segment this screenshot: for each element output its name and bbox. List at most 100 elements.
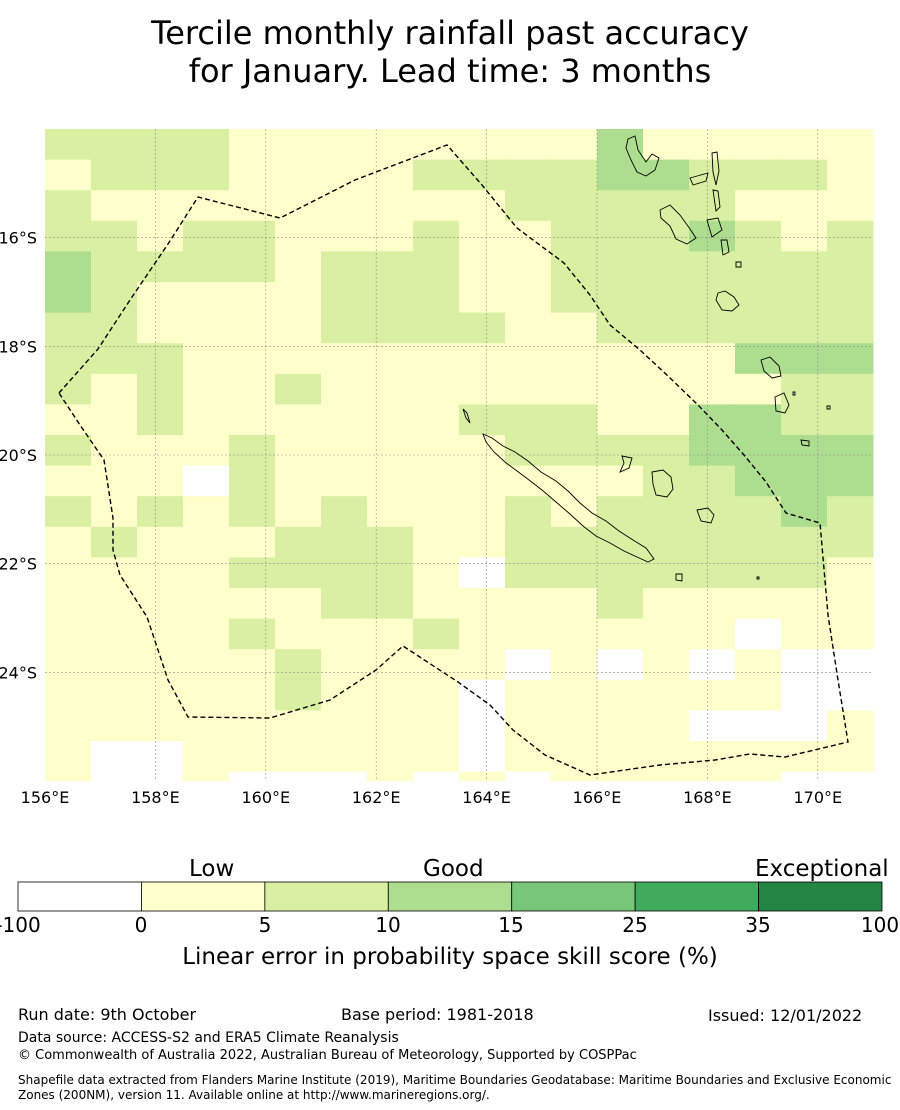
skill-cell: [367, 771, 414, 781]
skill-cell: [735, 312, 782, 344]
skill-cell: [459, 618, 506, 650]
skill-cell: [413, 588, 460, 620]
latitude-tick-label: 20°S: [0, 446, 37, 465]
skill-cell: [735, 496, 782, 528]
skill-cell: [459, 679, 506, 711]
skill-cell: [505, 526, 552, 558]
skill-cell: [689, 312, 736, 344]
skill-cell: [367, 557, 414, 589]
skill-cell: [321, 649, 368, 681]
skill-cell: [275, 373, 322, 405]
skill-cell: [91, 251, 138, 283]
skill-cell: [551, 771, 598, 781]
skill-cell: [643, 404, 690, 436]
skill-cell: [597, 435, 644, 467]
skill-cell: [827, 220, 874, 252]
skill-cell: [781, 220, 828, 252]
skill-cell: [275, 251, 322, 283]
skill-cell: [505, 190, 552, 222]
map-title-line2: for January. Lead time: 3 months: [188, 52, 712, 90]
skill-cell: [91, 526, 138, 558]
skill-cell: [367, 312, 414, 344]
colorbar-tick: 35: [745, 913, 771, 937]
colorbar-tick: 10: [375, 913, 401, 937]
skill-cell: [45, 404, 92, 436]
skill-cell: [597, 588, 644, 620]
category-good: Good: [423, 856, 484, 882]
skill-cell: [183, 220, 230, 252]
skill-cell: [643, 312, 690, 344]
skill-cell: [45, 496, 92, 528]
longitude-tick-label: 166°E: [573, 788, 622, 807]
aneityum-coast: [800, 439, 810, 447]
skill-cell: [321, 465, 368, 497]
skill-cell: [781, 312, 828, 344]
skill-cell: [551, 312, 598, 344]
issued-date: Issued: 12/01/2022: [708, 1006, 863, 1025]
skill-cell: [321, 618, 368, 650]
skill-cell: [229, 496, 276, 528]
skill-cell: [45, 588, 92, 620]
skill-cell: [321, 526, 368, 558]
skill-cell: [735, 251, 782, 283]
skill-cell: [551, 741, 598, 773]
skill-cell: [551, 129, 598, 161]
skill-cell: [505, 588, 552, 620]
skill-cell: [45, 159, 92, 191]
colorbar-tick: 100: [860, 913, 900, 937]
isle-of-pines: [675, 573, 683, 582]
skill-cell: [413, 710, 460, 742]
skill-cell: [137, 557, 184, 589]
skill-cell: [735, 710, 782, 742]
skill-cell: [735, 679, 782, 711]
skill-cell: [413, 251, 460, 283]
skill-cell: [735, 159, 782, 191]
skill-cell: [413, 159, 460, 191]
skill-cell: [551, 251, 598, 283]
skill-cell: [597, 465, 644, 497]
skill-cell: [413, 312, 460, 344]
skill-cell: [735, 404, 782, 436]
skill-cell: [597, 220, 644, 252]
skill-cell: [367, 588, 414, 620]
skill-cell: [275, 129, 322, 161]
loyalty-island-mare: [696, 507, 715, 524]
skill-cell: [91, 496, 138, 528]
skill-cell: [505, 618, 552, 650]
skill-cell: [643, 526, 690, 558]
ambrym-coast: [706, 217, 723, 238]
skill-cell: [229, 435, 276, 467]
map-title: Tercile monthly rainfall past accuracy f…: [0, 14, 900, 90]
skill-cell: [321, 741, 368, 773]
skill-cell: [459, 343, 506, 375]
skill-cell: [183, 190, 230, 222]
skill-cell: [367, 710, 414, 742]
skill-cell: [45, 557, 92, 589]
skill-cell: [275, 771, 322, 781]
skill-cell: [91, 710, 138, 742]
skill-cell: [505, 129, 552, 161]
skill-cell: [597, 190, 644, 222]
skill-cell: [321, 343, 368, 375]
skill-cell: [551, 710, 598, 742]
longitude-tick-label: 164°E: [462, 788, 511, 807]
skill-cell: [183, 741, 230, 773]
skill-cell: [137, 618, 184, 650]
skill-cell: [827, 373, 874, 405]
skill-cell: [91, 618, 138, 650]
malekula-coast: [659, 204, 697, 245]
skill-cell: [827, 771, 874, 781]
skill-cell: [505, 343, 552, 375]
colorbar-swatch: [141, 881, 266, 912]
base-period: Base period: 1981-2018: [341, 1005, 534, 1024]
erromango-coast: [760, 356, 782, 379]
skill-cell: [597, 373, 644, 405]
skill-cell: [91, 679, 138, 711]
colorbar: [17, 881, 883, 912]
skill-cell: [183, 282, 230, 314]
skill-cell: [137, 343, 184, 375]
skill-cell: [827, 526, 874, 558]
skill-cell: [643, 282, 690, 314]
skill-cell: [597, 129, 644, 161]
skill-cell: [183, 129, 230, 161]
